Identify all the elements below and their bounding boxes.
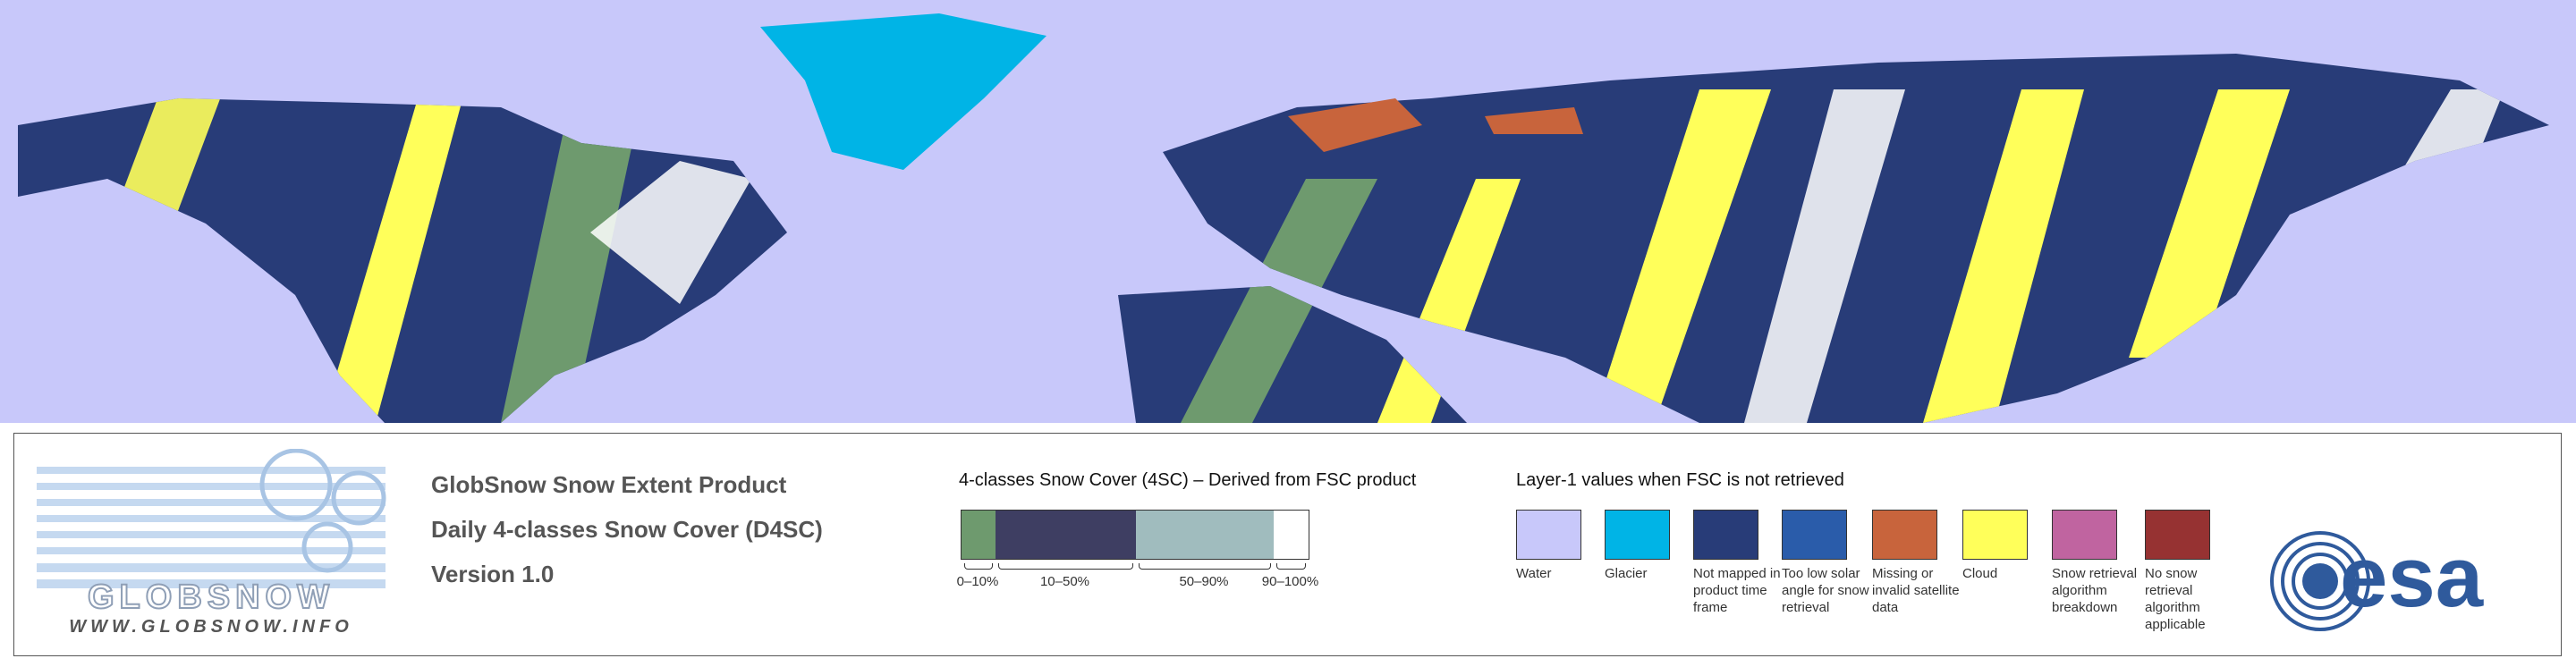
product-subtitle: Daily 4-classes Snow Cover (D4SC)	[431, 516, 823, 543]
layer1-swatch	[1782, 510, 1847, 560]
class-bracket	[1276, 563, 1306, 570]
layer1-label: Snow retrieval algorithm breakdown	[2052, 566, 2138, 615]
legend-panel: GLOBSNOW WWW.GLOBSNOW.INFO GlobSnow Snow…	[13, 433, 2562, 656]
layer1-label: Missing or invalid satellite data	[1872, 566, 1960, 615]
class-label: 50–90%	[1179, 574, 1229, 589]
class-swatch	[1136, 511, 1274, 559]
land	[18, 54, 2549, 423]
class-label: 0–10%	[956, 574, 999, 589]
class-label: 10–50%	[1039, 574, 1090, 589]
class-bracket	[964, 563, 993, 570]
scandinavia	[1288, 98, 1422, 152]
layer1-swatch	[1872, 510, 1937, 560]
layer1-label: Cloud	[1962, 566, 1998, 581]
layer1-swatch	[2145, 510, 2210, 560]
esa-logo: esa	[2270, 529, 2484, 631]
layer1-items: Water Glacier Not mapped in product time f…	[1516, 510, 2285, 653]
layer1-label: Too low solar angle for snow retrieval	[1782, 566, 1869, 615]
class-swatch	[962, 511, 996, 559]
snow-cover-labels: 0–10% 10–50% 50–90% 90–100%	[957, 563, 1318, 599]
greenland	[760, 13, 1046, 170]
class-bracket	[1139, 563, 1271, 570]
logo-wordmark: GLOBSNOW	[88, 578, 335, 616]
class-label: 90–100%	[1261, 574, 1319, 589]
layer1-label: No snow retrieval algorithm applicable	[2145, 566, 2206, 632]
layer1-swatch	[1516, 510, 1581, 560]
snow-cover-bar	[961, 510, 1309, 560]
product-version: Version 1.0	[431, 561, 555, 587]
layer1-swatch	[2052, 510, 2117, 560]
layer1-label: Glacier	[1605, 566, 1648, 581]
globsnow-logo: GLOBSNOW WWW.GLOBSNOW.INFO	[37, 449, 386, 637]
class-swatch	[996, 511, 1136, 559]
layer1-swatch	[1605, 510, 1670, 560]
class-swatch	[1274, 511, 1309, 559]
class-bracket	[998, 563, 1133, 570]
layer1-swatch	[1962, 510, 2028, 560]
layer1-swatch	[1693, 510, 1758, 560]
layer1-label: Water	[1516, 566, 1552, 581]
product-title: GlobSnow Snow Extent Product	[431, 471, 787, 498]
snow-map	[0, 0, 2576, 423]
logo-url: WWW.GLOBSNOW.INFO	[69, 617, 353, 637]
layer1-legend-title: Layer-1 values when FSC is not retrieved	[1516, 470, 1844, 490]
finland	[1485, 107, 1583, 134]
esa-wordmark: esa	[2340, 529, 2484, 625]
layer1-label: Not mapped in product time frame	[1693, 566, 1781, 615]
snow-cover-legend-title: 4-classes Snow Cover (4SC) – Derived fro…	[959, 470, 1417, 490]
